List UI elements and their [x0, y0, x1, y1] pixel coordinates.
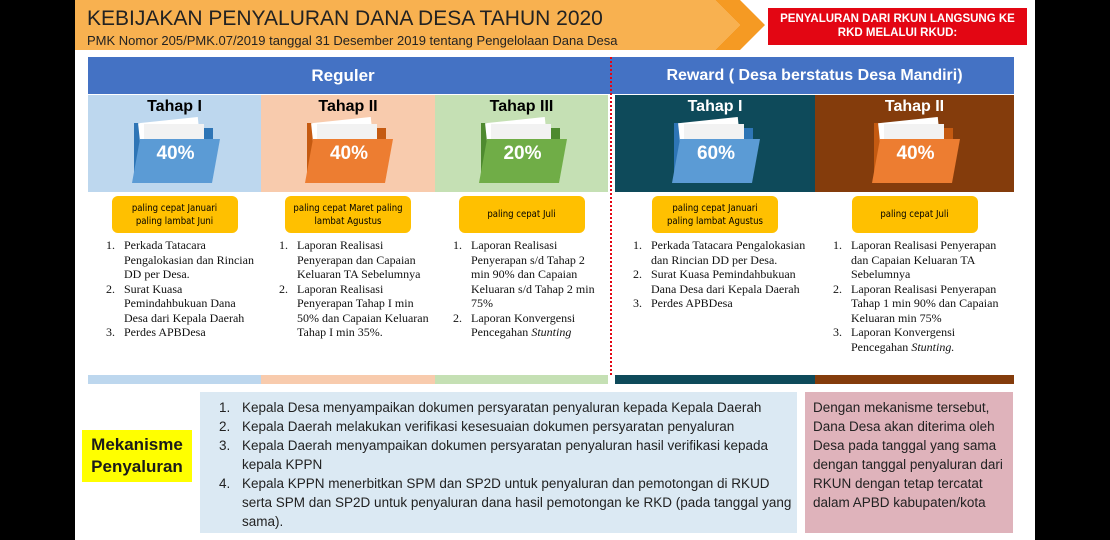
stage-item: Laporan Realisasi Penyerapan dan Capaian…: [291, 238, 433, 282]
stage-strip: [435, 375, 608, 384]
item-text: Laporan Konvergensi Pencegahan: [471, 310, 576, 340]
stage-label: Tahap I: [147, 98, 202, 115]
stage-timing: paling cepat Januari paling lambat Agust…: [652, 196, 778, 233]
stage-items: Perkada Tatacara Pengalokasian dan Rinci…: [619, 238, 813, 311]
note: Dengan mekanisme tersebut, Dana Desa aka…: [805, 392, 1013, 533]
slide: KEBIJAKAN PENYALURAN DANA DESA TAHUN 202…: [75, 0, 1035, 540]
stage-items: Laporan Realisasi Penyerapan dan Capaian…: [819, 238, 1012, 354]
stage-percent: 40%: [156, 143, 195, 164]
mechanism-label: Mekanisme Penyaluran: [82, 430, 192, 482]
folder-icon: [478, 117, 567, 183]
stage-label: Tahap II: [318, 98, 378, 115]
title: KEBIJAKAN PENYALURAN DANA DESA TAHUN 202…: [87, 7, 603, 30]
step: Kepala Desa menyampaikan dokumen persyar…: [234, 398, 797, 417]
group-label: Reguler: [311, 66, 375, 85]
stage-timing: paling cepat Juli: [458, 196, 585, 233]
stage-items: Laporan Realisasi Penyerapan dan Capaian…: [265, 238, 433, 340]
stage-label: Tahap III: [489, 98, 554, 115]
stage-percent: 40%: [896, 143, 935, 164]
stage-label: Tahap II: [884, 98, 945, 115]
stage-item: Perdes APBDesa: [645, 296, 813, 311]
stage-items: Laporan Realisasi Penyerapan s/d Tahap 2…: [439, 238, 606, 340]
stage-item: Laporan Realisasi Penyerapan s/d Tahap 2…: [465, 238, 606, 311]
stage-item: Laporan Realisasi Penyerapan dan Capaian…: [845, 238, 1012, 282]
stage-strip: [261, 375, 435, 384]
steps-list: Kepala Desa menyampaikan dokumen persyar…: [200, 398, 797, 531]
stage-timing: paling cepat Maret paling lambat Agustus: [285, 196, 411, 233]
folder-icon: [305, 117, 393, 183]
stage-item: Perdes APBDesa: [118, 325, 259, 340]
item-emphasis: Stunting.: [911, 339, 955, 354]
group-bar: [88, 57, 1014, 94]
stage-item: Surat Kuasa Pemindahbukuan Dana Desa dar…: [645, 267, 813, 296]
divider: [610, 57, 612, 375]
stage-item: Laporan Realisasi Penyerapan Tahap 1 min…: [845, 282, 1012, 326]
stage-strip: [88, 375, 261, 384]
item-emphasis: Stunting: [531, 325, 572, 339]
folder-icon: [672, 117, 760, 183]
stage-timing: paling cepat Juli: [851, 196, 978, 233]
stage-item: Surat Kuasa Pemindahbukuan Dana Desa dar…: [118, 282, 259, 326]
folder-icon: [131, 117, 220, 183]
stage-items: Perkada Tatacara Pengalokasian dan Rinci…: [92, 238, 259, 340]
stage-item: Perkada Tatacara Pengalokasian dan Rinci…: [645, 238, 813, 267]
step: Kepala KPPN menerbitkan SPM dan SP2D unt…: [234, 474, 797, 531]
subtitle: PMK Nomor 205/PMK.07/2019 tanggal 31 Des…: [87, 33, 618, 48]
step: Kepala Daerah melakukan verifikasi keses…: [234, 417, 797, 436]
stage-percent: 20%: [503, 143, 542, 164]
stage-strip: [615, 375, 815, 384]
stage-item: Laporan Konvergensi Pencegahan Stunting: [465, 311, 606, 340]
stage-item: Laporan Realisasi Penyerapan Tahap I min…: [291, 282, 433, 340]
steps-box: Kepala Desa menyampaikan dokumen persyar…: [200, 392, 797, 533]
stage-item: Perkada Tatacara Pengalokasian dan Rinci…: [118, 238, 259, 282]
header-band: [75, 0, 765, 50]
step: Kepala Daerah menyampaikan dokumen persy…: [234, 436, 797, 474]
stage-strip: [815, 375, 1014, 384]
callout: PENYALURAN DARI RKUN LANGSUNG KE RKD MEL…: [768, 8, 1027, 45]
group-label: Reward ( Desa berstatus Desa Mandiri): [666, 67, 963, 84]
folder-icon: [871, 117, 960, 183]
item-text: Laporan Konvergensi Pencegahan: [851, 325, 956, 354]
stage-item: Laporan Konvergensi Pencegahan Stunting.: [845, 325, 1012, 354]
stage-label: Tahap I: [687, 98, 743, 115]
stage-percent: 40%: [329, 143, 369, 164]
stage-timing: paling cepat Januari paling lambat Juni: [111, 196, 238, 233]
stage-percent: 60%: [696, 143, 736, 164]
